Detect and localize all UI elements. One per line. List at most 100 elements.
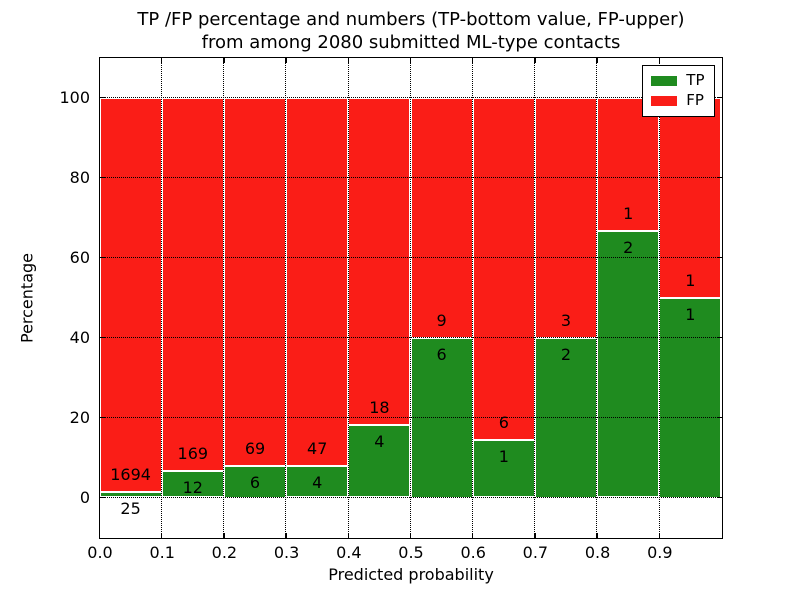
x-tick-label: 0.2 xyxy=(211,543,238,562)
tp-count-label: 6 xyxy=(249,472,261,492)
v-gridline xyxy=(347,57,349,538)
tp-count-label: 25 xyxy=(120,498,141,518)
fp-bar-segment xyxy=(410,97,473,338)
chart-title-line2: from among 2080 submitted ML-type contac… xyxy=(201,32,621,53)
x-tick-mark xyxy=(471,532,474,538)
fp-count-label: 9 xyxy=(436,310,447,330)
fp-swatch xyxy=(651,95,678,106)
fp-count-label: 47 xyxy=(307,439,328,459)
fp-bar-segment xyxy=(348,97,411,425)
tp-count-label: 2 xyxy=(623,237,634,257)
fp-count-label: 1694 xyxy=(110,464,151,484)
tp-count-label: 2 xyxy=(560,344,572,364)
y-tick-label: 0 xyxy=(79,488,90,507)
x-tick-mark-top xyxy=(658,57,661,63)
x-tick-mark xyxy=(658,532,661,538)
tp-count-label: 6 xyxy=(436,344,447,364)
fp-bar-segment xyxy=(597,97,660,231)
tp-swatch xyxy=(651,75,678,86)
legend-item-tp: TP xyxy=(651,71,705,91)
fp-count-label: 18 xyxy=(369,397,390,417)
tp-bar-segment xyxy=(597,230,660,498)
x-tick-mark xyxy=(596,532,598,538)
x-tick-mark-top xyxy=(409,57,412,63)
fp-count-label: 6 xyxy=(498,413,509,433)
fp-bar-segment xyxy=(534,97,598,338)
y-tick-mark-right xyxy=(716,336,722,339)
y-tick-mark-right xyxy=(716,96,722,99)
y-tick-label: 20 xyxy=(69,408,90,427)
fp-bar-segment xyxy=(472,97,535,441)
x-tick-label: 0.8 xyxy=(584,543,611,562)
y-tick-mark xyxy=(99,416,105,419)
y-axis-label: Percentage xyxy=(17,252,37,344)
v-gridline xyxy=(534,57,536,538)
x-tick-mark-top xyxy=(347,57,350,63)
y-tick-label: 80 xyxy=(69,168,90,187)
y-tick-label: 40 xyxy=(69,328,90,347)
v-gridline xyxy=(596,57,598,538)
y-tick-mark-right xyxy=(716,496,722,499)
fp-count-label: 69 xyxy=(244,438,266,458)
x-tick-mark xyxy=(534,532,536,538)
x-tick-mark xyxy=(160,532,163,538)
legend: TP FP xyxy=(642,64,715,117)
legend-item-fp: FP xyxy=(651,91,704,111)
x-axis-label: Predicted probability xyxy=(328,565,494,584)
y-tick-mark xyxy=(99,96,105,99)
y-tick-mark xyxy=(99,176,105,179)
x-tick-mark-top xyxy=(534,57,536,63)
fp-count-label: 1 xyxy=(685,270,696,290)
x-tick-label: 0.3 xyxy=(273,543,300,562)
x-tick-mark xyxy=(223,532,225,538)
fp-bar-segment xyxy=(286,97,349,467)
tp-count-label: 4 xyxy=(374,431,385,451)
x-tick-label: 0.4 xyxy=(336,543,362,562)
legend-label-tp: TP xyxy=(686,71,705,89)
fp-count-label: 1 xyxy=(623,203,634,223)
v-gridline xyxy=(223,57,225,538)
x-tick-mark-top xyxy=(160,57,163,63)
x-tick-label: 0.1 xyxy=(149,543,175,562)
fp-bar-segment xyxy=(99,97,162,492)
y-tick-label: 60 xyxy=(69,248,90,267)
x-tick-mark xyxy=(409,532,412,538)
tp-count-label: 1 xyxy=(685,304,696,324)
tp-bar-segment xyxy=(659,297,722,498)
plot-area: TP FP 1694 25 169 12 69 6 47 4 18 4 9 6 6 1 3 2 1 2 1 1 xyxy=(98,56,723,539)
chart-title: TP /FP percentage and numbers (TP-bottom… xyxy=(137,8,684,54)
v-gridline xyxy=(160,57,162,538)
fp-bar-segment xyxy=(161,97,224,471)
fp-bar-segment xyxy=(223,97,287,466)
legend-label-fp: FP xyxy=(686,91,704,109)
fp-count-label: 169 xyxy=(177,443,209,463)
x-tick-mark-top xyxy=(471,57,474,63)
v-gridline xyxy=(658,57,660,538)
y-tick-mark xyxy=(99,256,105,259)
x-tick-label: 0.0 xyxy=(87,543,113,562)
y-tick-mark-right xyxy=(716,416,722,419)
tp-count-label: 12 xyxy=(182,477,203,497)
x-tick-label: 0.5 xyxy=(398,543,424,562)
tp-bar-segment xyxy=(472,440,535,498)
x-tick-mark-top xyxy=(223,57,225,63)
y-tick-mark-right xyxy=(716,176,722,179)
y-tick-mark xyxy=(99,336,105,339)
x-tick-mark xyxy=(347,532,350,538)
x-tick-label: 0.7 xyxy=(522,543,549,562)
tp-count-label: 1 xyxy=(498,447,509,467)
v-gridline xyxy=(285,57,287,538)
fp-bar-segment xyxy=(659,97,722,298)
y-tick-label: 100 xyxy=(59,88,90,107)
x-tick-label: 0.6 xyxy=(460,543,486,562)
y-tick-mark xyxy=(99,496,105,499)
x-tick-mark-top xyxy=(285,57,287,63)
y-tick-mark-right xyxy=(716,256,722,259)
chart-title-line1: TP /FP percentage and numbers (TP-bottom… xyxy=(137,9,685,30)
v-gridline xyxy=(471,57,473,538)
fp-count-label: 3 xyxy=(560,310,572,330)
x-tick-mark xyxy=(285,532,287,538)
v-gridline xyxy=(409,57,411,538)
x-tick-label: 0.9 xyxy=(647,543,673,562)
